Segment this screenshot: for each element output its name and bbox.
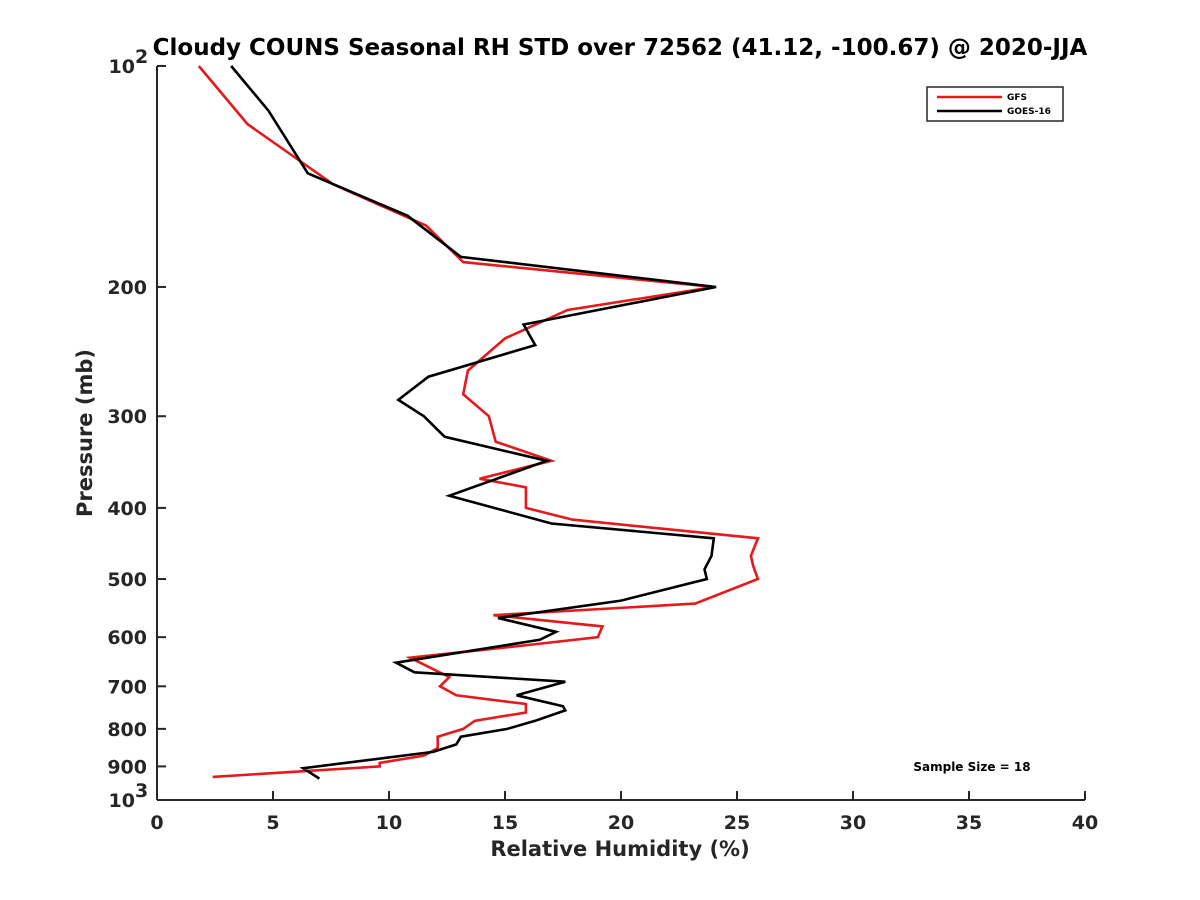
x-tick-label: 10 [376, 812, 402, 834]
y-tick-label: 300 [107, 406, 147, 428]
y-tick-label: 600 [107, 627, 147, 649]
sample-size-annotation: Sample Size = 18 [913, 760, 1030, 774]
y-tick-label: 400 [107, 498, 147, 520]
x-tick-label: 25 [724, 812, 750, 834]
x-axis-label: Relative Humidity (%) [490, 837, 749, 861]
x-tick-label: 5 [266, 812, 279, 834]
x-tick-label: 15 [492, 812, 518, 834]
x-tick-label: 40 [1072, 812, 1098, 834]
series-layer [197, 65, 760, 780]
y-tick-label: 700 [107, 676, 147, 698]
y-tick-label: 800 [107, 719, 147, 741]
legend-entry-label: GFS [1007, 93, 1027, 103]
y-tick-label: 10 [109, 56, 135, 78]
y-tick-label: 500 [107, 569, 147, 591]
y-tick-exponent: 3 [135, 780, 148, 802]
x-tick-label: 30 [840, 812, 866, 834]
series-line-gfs [197, 65, 760, 779]
legend-box [926, 86, 1064, 122]
legend-entry-label: GOES-16 [1007, 107, 1051, 117]
legend: GFS GOES-16 [926, 86, 1064, 122]
x-tick-label: 0 [150, 812, 163, 834]
y-tick-exponent: 2 [135, 46, 148, 68]
y-tick-label: 10 [109, 790, 135, 812]
x-tick-label: 35 [956, 812, 982, 834]
chart-title: Cloudy COUNS Seasonal RH STD over 72562 … [153, 35, 1088, 61]
series-line-goes-16 [230, 65, 717, 780]
y-tick-label: 900 [107, 756, 147, 778]
x-tick-label: 20 [608, 812, 634, 834]
y-axis-label: Pressure (mb) [73, 349, 97, 517]
y-tick-label: 200 [107, 277, 147, 299]
